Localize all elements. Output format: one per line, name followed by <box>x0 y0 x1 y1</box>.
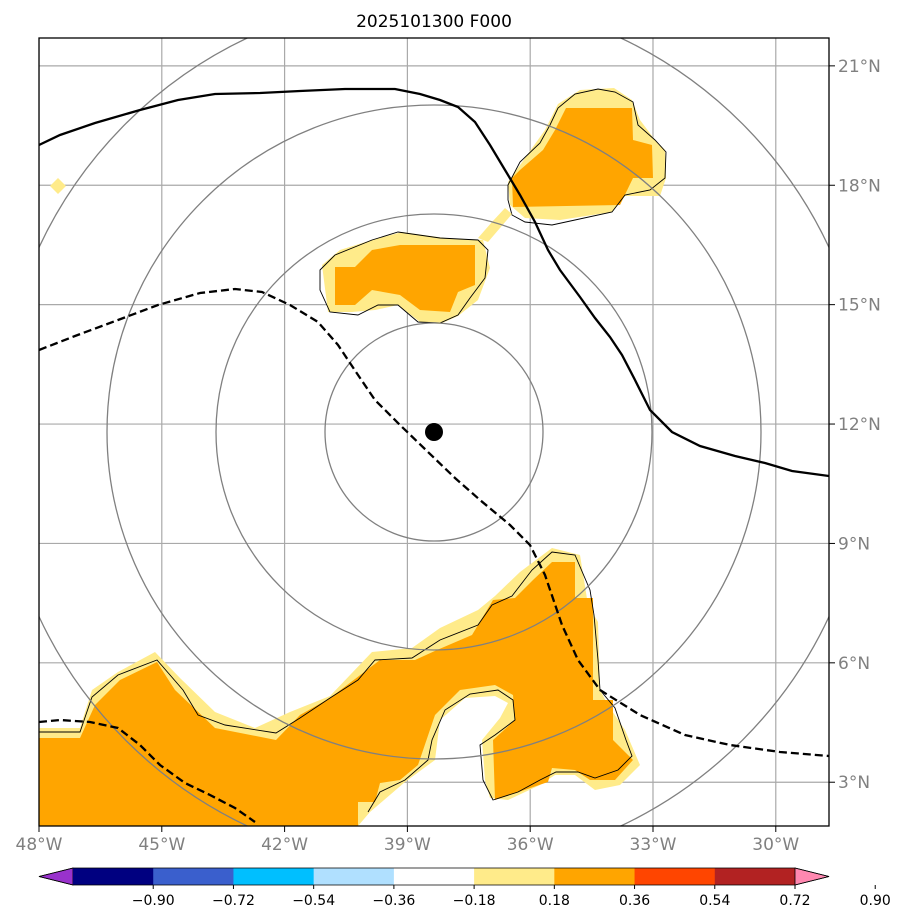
colorbar-label: −0.54 <box>292 893 335 909</box>
colorbar-label: −0.72 <box>212 893 255 909</box>
north-blob-core <box>512 108 653 207</box>
lon-label: 45°W <box>138 835 185 855</box>
range-ring-1 <box>324 322 544 542</box>
colorbar-segment <box>313 868 395 885</box>
colorbar-segment <box>73 868 154 885</box>
lat-label: 21°N <box>838 57 881 77</box>
lon-label: 42°W <box>261 835 308 855</box>
colorbar-label: 0.54 <box>699 893 730 909</box>
lon-label: 33°W <box>630 835 677 855</box>
middle-blob-core <box>335 245 475 312</box>
axis-ticks <box>38 65 835 832</box>
small-diamond <box>50 178 66 194</box>
lat-label: 12°N <box>838 415 881 435</box>
colorbar-label: 0.36 <box>619 893 650 909</box>
lat-label: 3°N <box>838 773 870 793</box>
colorbar <box>38 867 876 889</box>
colorbar-segment <box>153 868 234 885</box>
latitude-labels: 3°N 6°N 9°N 12°N 15°N 18°N 21°N <box>838 57 881 793</box>
colorbar-labels: −0.90 −0.72 −0.54 −0.36 −0.18 0.18 0.36 0.54 0.7… <box>132 893 891 909</box>
lat-label: 6°N <box>838 654 870 674</box>
figure-title: 2025101300 F000 <box>356 12 512 32</box>
south-blob-outline <box>39 551 633 813</box>
range-rings <box>39 38 829 826</box>
colorbar-label: −0.18 <box>453 893 496 909</box>
lon-label: 36°W <box>507 835 554 855</box>
colorbar-label: 0.90 <box>860 893 891 909</box>
dashed-contour-upper <box>39 287 829 758</box>
bridge-halo <box>478 208 512 242</box>
longitude-labels: 48°W 45°W 42°W 39°W 36°W 33°W 30°W <box>16 835 800 855</box>
map-frame <box>38 37 830 827</box>
colorbar-segment <box>233 868 315 885</box>
lon-label: 39°W <box>384 835 431 855</box>
lat-label: 9°N <box>838 534 870 554</box>
colorbar-label: 0.18 <box>539 893 570 909</box>
colorbar-label: 0.72 <box>779 893 810 909</box>
shaded-field-north <box>478 88 667 242</box>
colorbar-label: −0.90 <box>132 893 175 909</box>
map-area <box>39 38 829 826</box>
colorbar-segment <box>634 868 716 885</box>
storm-center-marker <box>425 423 443 441</box>
shaded-field-south <box>39 178 640 826</box>
range-ring-2 <box>215 213 653 651</box>
colorbar-label: −0.36 <box>372 893 415 909</box>
colorbar-segment <box>393 868 475 885</box>
colorbar-segment <box>554 868 636 885</box>
range-ring-3 <box>106 104 762 760</box>
dashed-contour-lower <box>39 718 256 823</box>
solid-contour-line <box>39 87 829 478</box>
lat-label: 15°N <box>838 296 881 316</box>
colorbar-segment <box>474 868 555 885</box>
lon-label: 30°W <box>752 835 799 855</box>
colorbar-extend-low <box>38 867 74 886</box>
colorbar-outline <box>38 867 830 886</box>
lon-label: 48°W <box>16 835 63 855</box>
colorbar-segment <box>714 868 796 885</box>
middle-blob-outline <box>319 231 489 324</box>
shaded-field-middle <box>319 231 490 324</box>
lat-label: 18°N <box>838 176 881 196</box>
lat-lon-grid <box>39 38 829 826</box>
colorbar-extend-high <box>794 867 830 886</box>
north-blob-outline <box>507 88 667 226</box>
